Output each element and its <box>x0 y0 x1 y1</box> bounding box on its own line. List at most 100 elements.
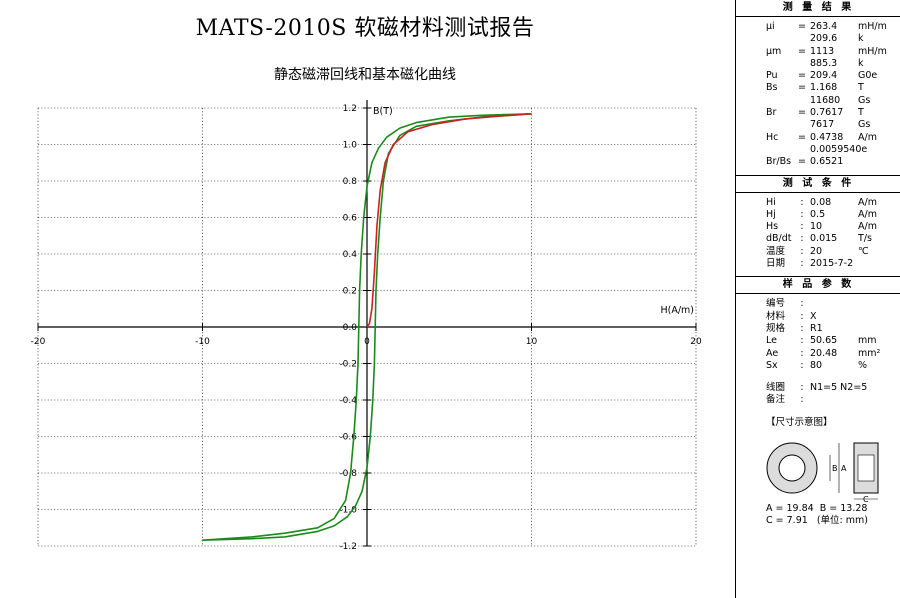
sample-label: 材料 <box>766 310 786 322</box>
sample-sep: : <box>800 347 804 359</box>
results-sep <box>794 119 810 131</box>
results-row: Bs = 1.168 T <box>736 82 900 94</box>
sample-row: 材料: X <box>736 311 900 323</box>
results-sep: = <box>798 45 806 57</box>
results-label <box>736 58 794 70</box>
results-sep <box>794 33 810 45</box>
results-sep: = <box>798 82 806 94</box>
results-sep: = <box>798 131 806 143</box>
y-tick-label: 0.2 <box>343 287 357 297</box>
toroid-inner-circle <box>778 454 806 482</box>
x-tick-label: -20 <box>31 337 46 347</box>
dim-label-b: B <box>832 464 838 473</box>
conditions-sep: : <box>800 233 804 245</box>
sample-label: Sx <box>766 359 778 371</box>
results-sep <box>794 58 810 70</box>
results-row: μi = 263.4 mH/m <box>736 21 900 33</box>
sample-unit: mm² <box>858 347 881 359</box>
sample-sep: : <box>800 322 804 334</box>
results-sep: = <box>798 107 806 119</box>
sample-unit <box>858 311 898 323</box>
results-unit: mH/m <box>858 21 887 32</box>
sample-value: X <box>810 310 817 322</box>
sample-label: Ae <box>766 347 779 359</box>
y-tick-label: 0.4 <box>343 250 358 260</box>
results-value: 0.7617 <box>810 107 844 119</box>
conditions-label: Hj <box>766 208 776 220</box>
results-section: μi = 263.4 mH/m 209.6 k μm = 1113 mH/m 885.3 k Pu = 20… <box>736 17 900 175</box>
sample-row: Ae:20.48 mm² <box>736 348 900 360</box>
results-row: 11680 Gs <box>736 95 900 107</box>
results-label: Br <box>766 107 777 119</box>
sample-row: 规格: R1 <box>736 323 900 335</box>
series-line-1 <box>201 113 532 541</box>
results-value: 0.0059540e <box>810 143 868 155</box>
results-value: 0.4738 <box>810 131 844 143</box>
coil-sep: : <box>800 382 804 394</box>
conditions-label: dB/dt <box>766 233 792 245</box>
results-label <box>736 144 794 156</box>
sample-header: 样 品 参 数 <box>736 276 900 295</box>
results-value: 1113 <box>810 45 835 57</box>
toroid-dimension-diagram: B A C <box>766 442 879 503</box>
hysteresis-chart: -20 -10 0 10 20 -1.2 -1.0 -0.8 -0.6 -0.4 -0.2 0.0 0.… <box>31 100 702 552</box>
x-tick-label: -10 <box>195 337 210 347</box>
conditions-sep: : <box>800 258 804 270</box>
coil-row: 线圈 : N1=5 N2=5 <box>736 382 900 394</box>
results-row: Hc = 0.4738 A/m <box>736 132 900 144</box>
x-tick-label: 10 <box>526 337 538 347</box>
conditions-label: 温度 <box>766 245 786 257</box>
results-unit: T <box>858 82 864 94</box>
chart-title: 静态磁滞回线和基本磁化曲线 <box>274 67 456 83</box>
results-row: Br = 0.7617 T <box>736 107 900 119</box>
results-unit: G0e <box>858 70 878 82</box>
sample-label: Le <box>766 335 777 347</box>
conditions-label: 日期 <box>766 258 786 270</box>
results-unit: Gs <box>858 94 871 106</box>
sample-value: 50.65 <box>810 335 838 347</box>
conditions-unit: ℃ <box>858 245 869 257</box>
sample-row: Le:50.65 mm <box>736 335 900 347</box>
results-label <box>736 33 794 45</box>
results-value: 263.4 <box>810 21 838 32</box>
sample-sep: : <box>800 310 804 322</box>
y-tick-label: 1.2 <box>343 104 357 114</box>
results-value: 885.3 <box>810 57 838 69</box>
results-row: Pu = 209.4 G0e <box>736 70 900 82</box>
dim-label-c: C <box>863 495 869 503</box>
results-sep <box>794 144 810 156</box>
y-tick-label: -0.4 <box>339 396 357 406</box>
coil-label: 线圈 <box>766 382 786 394</box>
dim-label-a: A <box>841 464 847 473</box>
sample-value <box>810 298 858 310</box>
conditions-sep: : <box>800 208 804 220</box>
sample-value: 20.48 <box>810 347 838 359</box>
y-tick-label: -0.2 <box>339 360 357 370</box>
y-tick-label: 0.0 <box>343 323 358 333</box>
sample-row: Sx:80% <box>736 360 900 372</box>
results-row: Br/Bs = 0.6521 <box>736 156 900 168</box>
x-tick-label: 20 <box>690 337 702 347</box>
results-unit <box>858 156 898 168</box>
conditions-unit: A/m <box>858 196 877 208</box>
dims-line-2: C = 7.91 (单位: mm) <box>766 515 868 527</box>
x-tick-label: 0 <box>364 337 370 347</box>
sample-sep: : <box>800 359 804 371</box>
toroid-cross-section-hole <box>857 454 875 482</box>
remark-row: 备注 : <box>736 394 900 406</box>
conditions-row: 温度:20 ℃ <box>736 246 900 258</box>
results-label: μm <box>766 45 782 57</box>
info-panel: 测 量 结 果 μi = 263.4 mH/m 209.6 k μm = 1113 mH/m 885… <box>735 0 900 598</box>
x-axis-label: H(A/m) <box>660 305 694 316</box>
conditions-value: 2015-7-2 <box>810 258 854 270</box>
conditions-row: Hi:0.08 A/m <box>736 197 900 209</box>
results-unit <box>858 144 898 156</box>
results-unit: A/m <box>858 131 877 143</box>
results-value: 209.6 <box>810 33 838 45</box>
results-value: 7617 <box>810 119 835 131</box>
results-value: 11680 <box>810 94 841 106</box>
conditions-value: 0.08 <box>810 196 832 208</box>
conditions-value: 0.5 <box>810 208 826 220</box>
conditions-label: Hi <box>766 196 776 208</box>
sample-label: 编号 <box>766 298 786 310</box>
